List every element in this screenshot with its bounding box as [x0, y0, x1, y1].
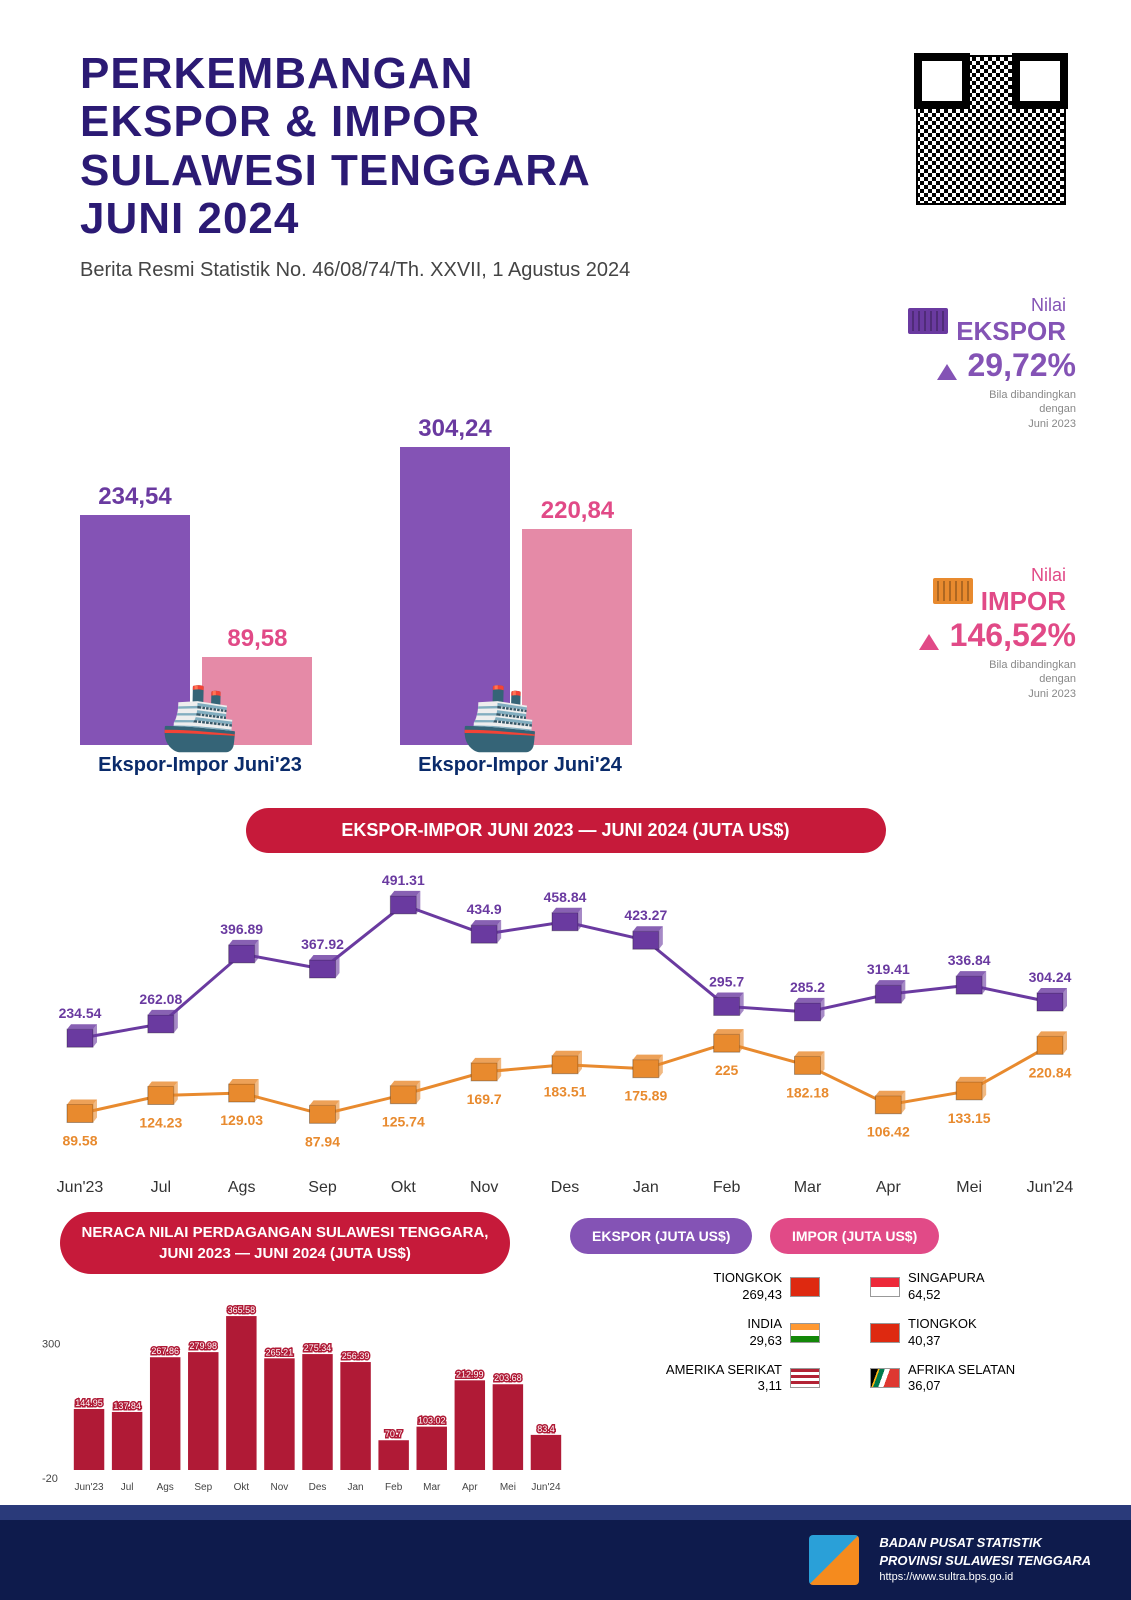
- svg-text:70.7: 70.7: [385, 1429, 403, 1439]
- svg-text:183.51: 183.51: [544, 1084, 587, 1100]
- svg-text:365.58: 365.58: [228, 1305, 256, 1315]
- header: PERKEMBANGANEKSPOR & IMPORSULAWESI TENGG…: [0, 0, 1131, 292]
- svg-text:265.21: 265.21: [266, 1347, 294, 1357]
- svg-text:225: 225: [715, 1062, 739, 1078]
- svg-text:Nov: Nov: [470, 1179, 498, 1196]
- svg-text:212.99: 212.99: [456, 1369, 484, 1379]
- svg-text:304.24: 304.24: [1029, 969, 1072, 985]
- svg-text:Mar: Mar: [794, 1179, 822, 1196]
- svg-text:144.95: 144.95: [75, 1398, 103, 1408]
- ekspor-stat: Nilai EKSPOR 29,72% Bila dibandingkan de…: [776, 295, 1076, 431]
- svg-text:129.03: 129.03: [220, 1112, 263, 1128]
- svg-text:Sep: Sep: [194, 1482, 212, 1493]
- pct: 29,72%: [776, 347, 1076, 384]
- svg-text:89.58: 89.58: [62, 1132, 97, 1148]
- label: Nilai: [981, 565, 1066, 586]
- svg-text:Jan: Jan: [348, 1482, 364, 1493]
- container-icon: [908, 308, 948, 334]
- svg-text:203.68: 203.68: [494, 1373, 522, 1383]
- note: Bila dibandingkan dengan Juni 2023: [776, 388, 1076, 431]
- svg-text:125.74: 125.74: [382, 1114, 425, 1130]
- svg-text:Nov: Nov: [271, 1482, 289, 1493]
- svg-text:175.89: 175.89: [624, 1088, 667, 1104]
- svg-text:458.84: 458.84: [544, 889, 587, 905]
- svg-text:Jun'23: Jun'23: [57, 1179, 104, 1196]
- svg-text:124.23: 124.23: [139, 1114, 182, 1130]
- bps-logo-icon: [809, 1535, 859, 1585]
- svg-text:396.89: 396.89: [220, 921, 263, 937]
- svg-text:Apr: Apr: [876, 1179, 902, 1196]
- svg-text:491.31: 491.31: [382, 872, 425, 888]
- svg-text:182.18: 182.18: [786, 1084, 829, 1100]
- footer-stripe: [0, 1505, 1131, 1520]
- legend-impor: IMPOR (JUTA US$): [770, 1218, 939, 1254]
- pct: 146,52%: [776, 617, 1076, 654]
- svg-text:Mar: Mar: [423, 1482, 441, 1493]
- container-icon: [933, 578, 973, 604]
- label: Nilai: [956, 295, 1066, 316]
- svg-text:Jul: Jul: [121, 1482, 134, 1493]
- svg-text:133.15: 133.15: [948, 1110, 991, 1126]
- svg-text:Okt: Okt: [234, 1482, 250, 1493]
- svg-text:137.84: 137.84: [113, 1401, 141, 1411]
- ekspor-countries: TIONGKOK269,43INDIA29,63AMERIKA SERIKAT3…: [570, 1270, 820, 1407]
- svg-text:Feb: Feb: [713, 1179, 741, 1196]
- svg-text:295.7: 295.7: [709, 973, 744, 989]
- svg-text:267.86: 267.86: [151, 1346, 179, 1356]
- impor-stat: Nilai IMPOR 146,52% Bila dibandingkan de…: [776, 565, 1076, 701]
- svg-text:87.94: 87.94: [305, 1133, 340, 1149]
- svg-text:Okt: Okt: [391, 1179, 416, 1196]
- svg-text:169.7: 169.7: [467, 1091, 502, 1107]
- svg-text:434.9: 434.9: [467, 901, 502, 917]
- svg-text:423.27: 423.27: [624, 907, 667, 923]
- svg-text:Ags: Ags: [157, 1482, 174, 1493]
- svg-text:262.08: 262.08: [139, 991, 182, 1007]
- note: Bila dibandingkan dengan Juni 2023: [776, 658, 1076, 701]
- svg-text:Mei: Mei: [500, 1482, 516, 1493]
- svg-text:300: 300: [42, 1339, 60, 1351]
- svg-text:279.98: 279.98: [190, 1341, 218, 1351]
- svg-text:319.41: 319.41: [867, 961, 910, 977]
- svg-text:Jun'24: Jun'24: [1027, 1179, 1074, 1196]
- subtitle: Berita Resmi Statistik No. 46/08/74/Th. …: [80, 259, 1071, 282]
- svg-text:234.54: 234.54: [59, 1005, 102, 1021]
- section-title-1: EKSPOR-IMPOR JUNI 2023 — JUNI 2024 (JUTA…: [246, 808, 886, 853]
- svg-text:Des: Des: [309, 1482, 327, 1493]
- svg-text:-20: -20: [42, 1473, 58, 1485]
- svg-text:Mei: Mei: [956, 1179, 982, 1196]
- label-big: EKSPOR: [956, 316, 1066, 347]
- svg-text:Apr: Apr: [462, 1482, 478, 1493]
- svg-text:275.34: 275.34: [304, 1343, 332, 1353]
- svg-text:Jun'23: Jun'23: [74, 1482, 104, 1493]
- svg-text:Des: Des: [551, 1179, 579, 1196]
- section-title-2: NERACA NILAI PERDAGANGAN SULAWESI TENGGA…: [60, 1212, 510, 1274]
- svg-text:Jul: Jul: [151, 1179, 171, 1196]
- svg-text:285.2: 285.2: [790, 979, 825, 995]
- svg-text:Jun'24: Jun'24: [531, 1482, 561, 1493]
- svg-text:367.92: 367.92: [301, 936, 344, 952]
- label-big: IMPOR: [981, 586, 1066, 617]
- footer-text: BADAN PUSAT STATISTIK PROVINSI SULAWESI …: [879, 1534, 1091, 1586]
- svg-text:106.42: 106.42: [867, 1124, 910, 1140]
- svg-text:Jan: Jan: [633, 1179, 659, 1196]
- svg-text:Feb: Feb: [385, 1482, 403, 1493]
- svg-text:256.39: 256.39: [342, 1351, 370, 1361]
- compare-chart: 234,54 89,58 🚢 Ekspor-Impor Juni'23 304,…: [80, 495, 700, 785]
- balance-bar-chart: -20 300 144.95 137.84 267.86 279.98 365.58 265.…: [40, 1300, 570, 1500]
- svg-text:Ags: Ags: [228, 1179, 256, 1196]
- impor-countries: SINGAPURA64,52TIONGKOK40,37AFRIKA SELATA…: [870, 1270, 1090, 1407]
- qr-code: [906, 45, 1076, 215]
- svg-text:336.84: 336.84: [948, 952, 991, 968]
- footer: BADAN PUSAT STATISTIK PROVINSI SULAWESI …: [0, 1520, 1131, 1600]
- svg-text:Sep: Sep: [308, 1179, 337, 1196]
- svg-text:83.4: 83.4: [537, 1424, 555, 1434]
- svg-text:220.84: 220.84: [1029, 1064, 1072, 1080]
- svg-text:103.02: 103.02: [418, 1416, 446, 1426]
- legend-ekspor: EKSPOR (JUTA US$): [570, 1218, 752, 1254]
- line-chart: 234.54 262.08 396.89 367.92 491.31 434.9…: [50, 870, 1080, 1200]
